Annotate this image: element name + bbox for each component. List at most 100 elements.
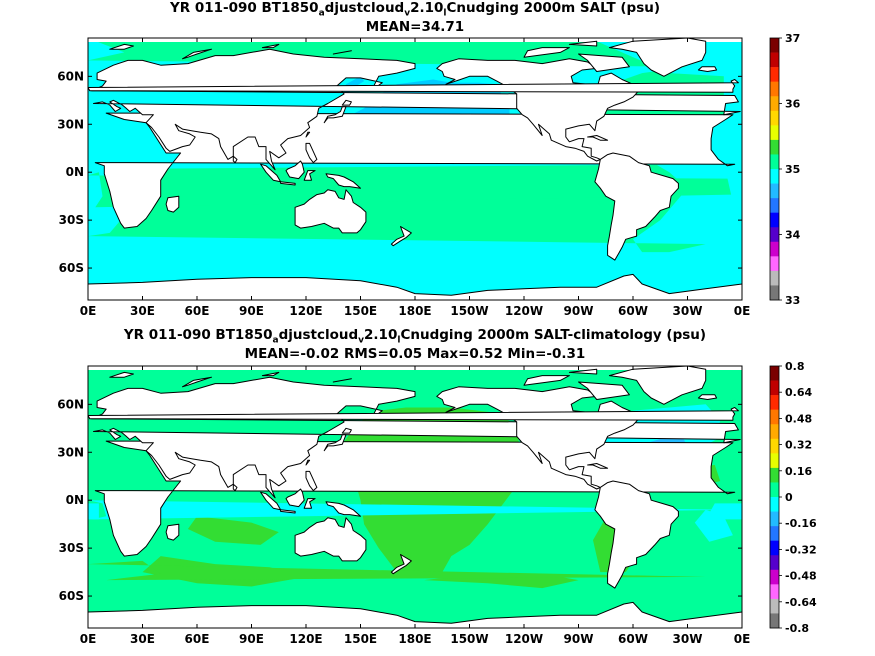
salinity-region-12 (88, 503, 99, 520)
land-novaya (182, 48, 212, 60)
land-madagascar (165, 523, 180, 541)
xtick-label: 0E (80, 632, 97, 646)
xtick-label: 150W (450, 304, 488, 318)
land-philippines (305, 470, 318, 492)
ytick-label: 30N (57, 445, 84, 459)
colorbar-swatch (770, 198, 779, 213)
colorbar-label: -0.32 (785, 543, 817, 556)
land-iceland (697, 66, 718, 72)
colorbar-swatch (770, 540, 779, 556)
land-hokkaido (341, 99, 352, 106)
xtick-label: 120E (289, 632, 322, 646)
map2-title: YR 011-090 BT1850adjustcloudv2.10lCnudgi… (123, 327, 707, 346)
land-taiwan (305, 131, 311, 138)
ytick-label: 0N (66, 493, 84, 507)
colorbar-swatch (770, 241, 779, 257)
colorbar-swatch (770, 285, 779, 301)
xtick-label: 90E (239, 632, 264, 646)
map1-title: YR 011-090 BT1850adjustcloudv2.10lCnudgi… (169, 0, 661, 19)
land-eurasia (91, 376, 741, 499)
colorbar-swatch (770, 526, 779, 541)
xtick-label: 90E (239, 304, 264, 318)
land-uk (88, 79, 739, 93)
land-greenland (608, 38, 707, 77)
colorbar-swatch (770, 511, 779, 527)
land-cuba (587, 135, 609, 141)
colorbar-swatch (770, 453, 779, 469)
colorbar-label: -0.16 (785, 517, 817, 530)
colorbar-swatch (770, 110, 779, 126)
xtick-label: 120W (505, 632, 543, 646)
land-sulawesi (303, 170, 316, 181)
land-arctic-isl2 (568, 40, 598, 47)
salinity-region-1 (342, 76, 365, 102)
land-novaya (182, 376, 212, 388)
land-iceland (697, 394, 718, 400)
colorbar-swatch (770, 555, 779, 571)
land-new-guinea (325, 501, 361, 517)
land-new-guinea (325, 173, 361, 189)
land-japan (323, 106, 347, 124)
land-svalbard (109, 371, 134, 378)
land-philippines (305, 142, 318, 164)
land-sri-lanka (232, 155, 238, 164)
xtick-label: 120W (505, 304, 543, 318)
land-severnaya (261, 43, 280, 49)
land-baffin (578, 381, 630, 400)
ytick-label: 30S (59, 213, 84, 227)
land-eurasia (91, 48, 741, 171)
land-severnaya (261, 371, 280, 377)
land-taiwan (305, 459, 311, 466)
map2: 0E 30E 60E 90E 120E 150E 180E 150W 120W 90W 60W 30W… (57, 360, 817, 646)
colorbar-swatch (770, 409, 779, 425)
land-java (280, 509, 296, 514)
land-cuba (587, 463, 609, 469)
xtick-label: 60W (618, 632, 648, 646)
land-baffin (578, 53, 630, 72)
colorbar-swatch (770, 366, 779, 381)
land-australia (294, 189, 367, 234)
colorbar-swatch (770, 154, 779, 170)
map1: 0E 30E 60E 90E 120E 150E 180E 150W 120W 90W 60W 30W… (57, 32, 800, 318)
ytick-label: 30S (59, 541, 84, 555)
ytick-label: 60N (57, 397, 84, 411)
land-borneo (285, 488, 305, 508)
land-sulawesi (303, 498, 316, 509)
colorbar-swatch (770, 169, 779, 184)
colorbar-swatch (770, 424, 779, 440)
land-greenland (608, 366, 707, 405)
xtick-label: 30E (130, 304, 155, 318)
colorbar-label: 36 (785, 98, 801, 111)
map2-field (88, 366, 742, 628)
xtick-label: 30W (673, 632, 703, 646)
map1-field (88, 38, 742, 300)
colorbar-swatch (770, 183, 779, 199)
xtick-label: 180E (398, 304, 431, 318)
land-nsiberia (332, 50, 352, 55)
colorbar-swatch (770, 467, 779, 483)
xtick-label: 150E (344, 632, 377, 646)
colorbar-swatch (770, 227, 779, 243)
land-uk (88, 407, 739, 421)
xtick-label: 120E (289, 304, 322, 318)
land-north-america (436, 386, 641, 490)
land-antarctica (88, 273, 742, 300)
xtick-label: 180E (398, 632, 431, 646)
colorbar-label: 0.48 (785, 412, 812, 425)
colorbar-swatch (770, 125, 779, 141)
land-arctic-isl2 (568, 368, 598, 375)
colorbar-swatch (770, 256, 779, 272)
colorbar-swatch (770, 38, 779, 53)
land-madagascar (165, 195, 180, 213)
colorbar-swatch (770, 67, 779, 82)
land-south-america (594, 152, 679, 261)
colorbar-swatch (770, 96, 779, 112)
colorbar-swatch (770, 497, 779, 512)
colorbar-label: 0.8 (785, 360, 805, 373)
colorbar-label: 35 (785, 163, 800, 176)
ytick-label: 60S (59, 589, 84, 603)
colorbar-swatch (770, 569, 779, 585)
xtick-label: 90W (564, 304, 594, 318)
land-japan (323, 434, 347, 452)
